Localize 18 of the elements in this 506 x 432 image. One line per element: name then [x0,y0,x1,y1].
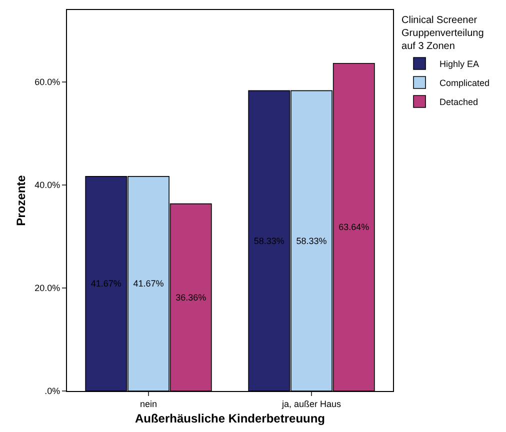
legend-label: Complicated [440,78,490,88]
y-axis-title: Prozente [14,174,28,226]
legend-label: Detached [440,97,478,108]
data-label: 41.67% [90,278,122,289]
legend-title: Clinical Screener Gruppenverteilung auf 3 Zonen [402,15,484,52]
data-label: 58.33% [254,236,284,246]
y-tick-label: 20.0% [34,283,60,294]
x-axis-title: Außerhäusliche Kinderbetreuung [134,412,326,426]
data-label: 36.36% [176,292,206,302]
data-label: 58.33% [296,236,327,246]
y-tick-label: 40.0% [34,180,60,190]
x-tick-label: ja, außer Haus [280,398,342,409]
y-tick-label: 60.0% [34,77,60,88]
x-tick-label: nein [140,398,158,409]
y-tick-label: .0% [44,386,60,396]
legend-label: Highly EA [440,59,480,70]
data-label: 41.67% [133,278,164,289]
data-label: 63.64% [338,222,370,232]
